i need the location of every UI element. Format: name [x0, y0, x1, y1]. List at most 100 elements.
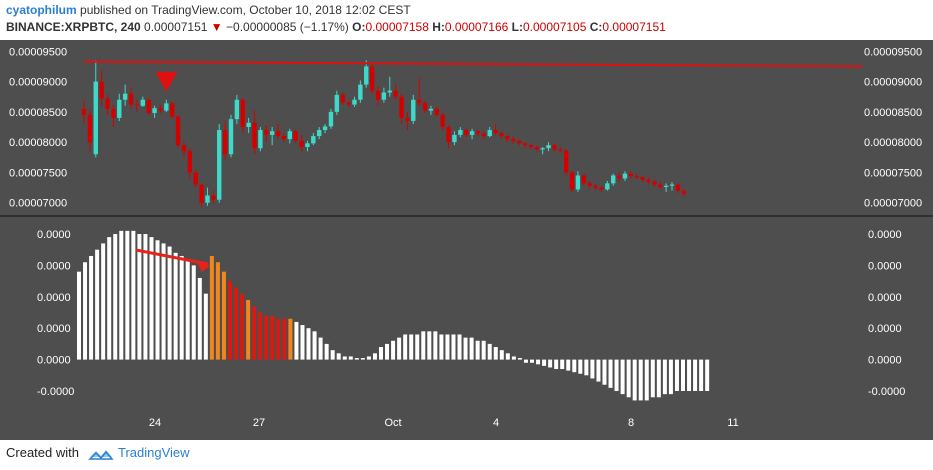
histogram-bar	[644, 359, 649, 401]
candle-body	[511, 139, 516, 141]
candle-body	[499, 133, 504, 137]
histogram-bar	[173, 252, 178, 360]
price-pane: 0.00009500 0.00009500 0.00009000 0.00009000…	[9, 46, 922, 209]
histogram-bar	[143, 233, 148, 360]
candle-body	[681, 190, 686, 194]
histogram-bar	[330, 350, 335, 360]
histogram-bar	[385, 343, 390, 360]
histogram-bar	[379, 347, 383, 360]
price-axis-right-label: 0.00009500	[864, 46, 922, 58]
histogram-bar	[505, 353, 510, 360]
tradingview-link[interactable]: TradingView	[118, 445, 190, 460]
candle-body	[328, 111, 334, 127]
candle-body	[258, 130, 263, 149]
candle-body	[522, 143, 528, 146]
price-axis-right-label: 0.00007000	[864, 198, 922, 210]
histogram-bar	[578, 359, 583, 374]
oscillator-axis-left-label: 0.0000	[37, 229, 71, 241]
low-value: 0.00007105	[522, 20, 587, 34]
histogram-bar	[542, 359, 547, 366]
histogram-bar	[693, 359, 698, 392]
candle-body	[581, 175, 586, 184]
candle-body	[299, 140, 304, 147]
candle-body	[240, 99, 245, 127]
histogram-bar	[191, 265, 196, 360]
histogram-bar	[306, 328, 311, 360]
candle-body	[234, 99, 240, 120]
symbol-label: BINANCE:XRPBTC, 240	[6, 20, 141, 34]
open-value: 0.00007158	[365, 20, 429, 34]
candle-body	[128, 93, 134, 105]
last-price: 0.00007151	[144, 20, 208, 34]
candle-body	[287, 131, 292, 140]
histogram-bar	[149, 237, 154, 360]
candle-body	[663, 185, 669, 187]
candle-body	[440, 114, 445, 127]
candle-body	[611, 175, 616, 184]
candle-body	[322, 126, 328, 131]
histogram-bar	[318, 337, 323, 360]
histogram-bar	[463, 337, 468, 360]
candle-body	[111, 108, 116, 118]
oscillator-axis-right-label: 0.0000	[868, 355, 902, 367]
tradingview-logo-icon[interactable]	[88, 447, 114, 461]
histogram-bar	[77, 271, 81, 360]
histogram-bar	[656, 359, 661, 398]
candle-body	[452, 134, 457, 143]
candle-body	[528, 145, 534, 147]
candle-body	[81, 108, 87, 115]
histogram-bar	[258, 312, 263, 360]
chart-canvas[interactable]: 0.00009500 0.00009500 0.00009000 0.00009000…	[0, 40, 933, 440]
high-value: 0.00007166	[444, 20, 509, 34]
candle-body	[269, 131, 275, 135]
histogram-bar	[324, 343, 329, 360]
price-axis-right-label: 0.00007500	[864, 167, 922, 179]
histogram-bar	[409, 334, 414, 360]
histogram-bar	[511, 356, 516, 360]
candle-body	[293, 131, 298, 141]
oscillator-axis-right-label: 0.0000	[868, 292, 902, 304]
histogram-bar	[95, 249, 100, 360]
histogram-bar	[560, 359, 565, 370]
histogram-bar	[300, 325, 305, 360]
price-axis-left-label: 0.00007500	[9, 167, 67, 179]
histogram-bar	[234, 287, 239, 360]
candle-body	[411, 99, 416, 121]
candle-body	[369, 66, 375, 91]
candle-body	[669, 184, 675, 186]
oscillator-axis-left-label: 0.0000	[37, 355, 71, 367]
candle-body	[464, 130, 469, 135]
sell-signal-marker	[155, 71, 178, 92]
oscillator-axis-right-label: -0.0000	[868, 386, 905, 398]
histogram-bar	[167, 246, 172, 360]
histogram-bar	[391, 340, 396, 360]
histogram-bar	[119, 230, 124, 360]
histogram-bar	[608, 359, 613, 388]
oscillator-pane: 0.0000 0.0000 0.0000 0.0000 0.0000 0.0000 0.00…	[37, 229, 905, 401]
high-label: H:	[432, 20, 445, 34]
candle-body	[381, 92, 387, 100]
histogram-bar	[203, 293, 208, 360]
publisher-username[interactable]: cyatophilum	[6, 3, 77, 17]
histogram-bar	[475, 340, 480, 360]
created-with-text: Created with	[6, 445, 79, 460]
candle-body	[340, 94, 345, 103]
candle-body	[387, 90, 392, 93]
candle-body	[399, 96, 404, 118]
histogram-bar	[632, 359, 637, 401]
publisher-line: cyatophilum published on TradingView.com…	[6, 3, 411, 17]
candle-body	[605, 183, 610, 190]
candle-body	[228, 119, 234, 155]
footer: Created with TradingView	[0, 440, 933, 470]
histogram-bar	[499, 350, 504, 360]
candle-body	[428, 108, 434, 111]
candle-body	[487, 130, 492, 137]
candle-body	[158, 108, 163, 111]
candle-body	[575, 175, 581, 190]
histogram-bar	[626, 359, 631, 398]
chart-area[interactable]: 0.00009500 0.00009500 0.00009000 0.00009000…	[0, 40, 933, 440]
histogram-bar	[397, 337, 402, 360]
open-label: O:	[352, 20, 366, 34]
annotation-arrow-shaft	[135, 248, 209, 266]
candle-body	[152, 108, 157, 114]
